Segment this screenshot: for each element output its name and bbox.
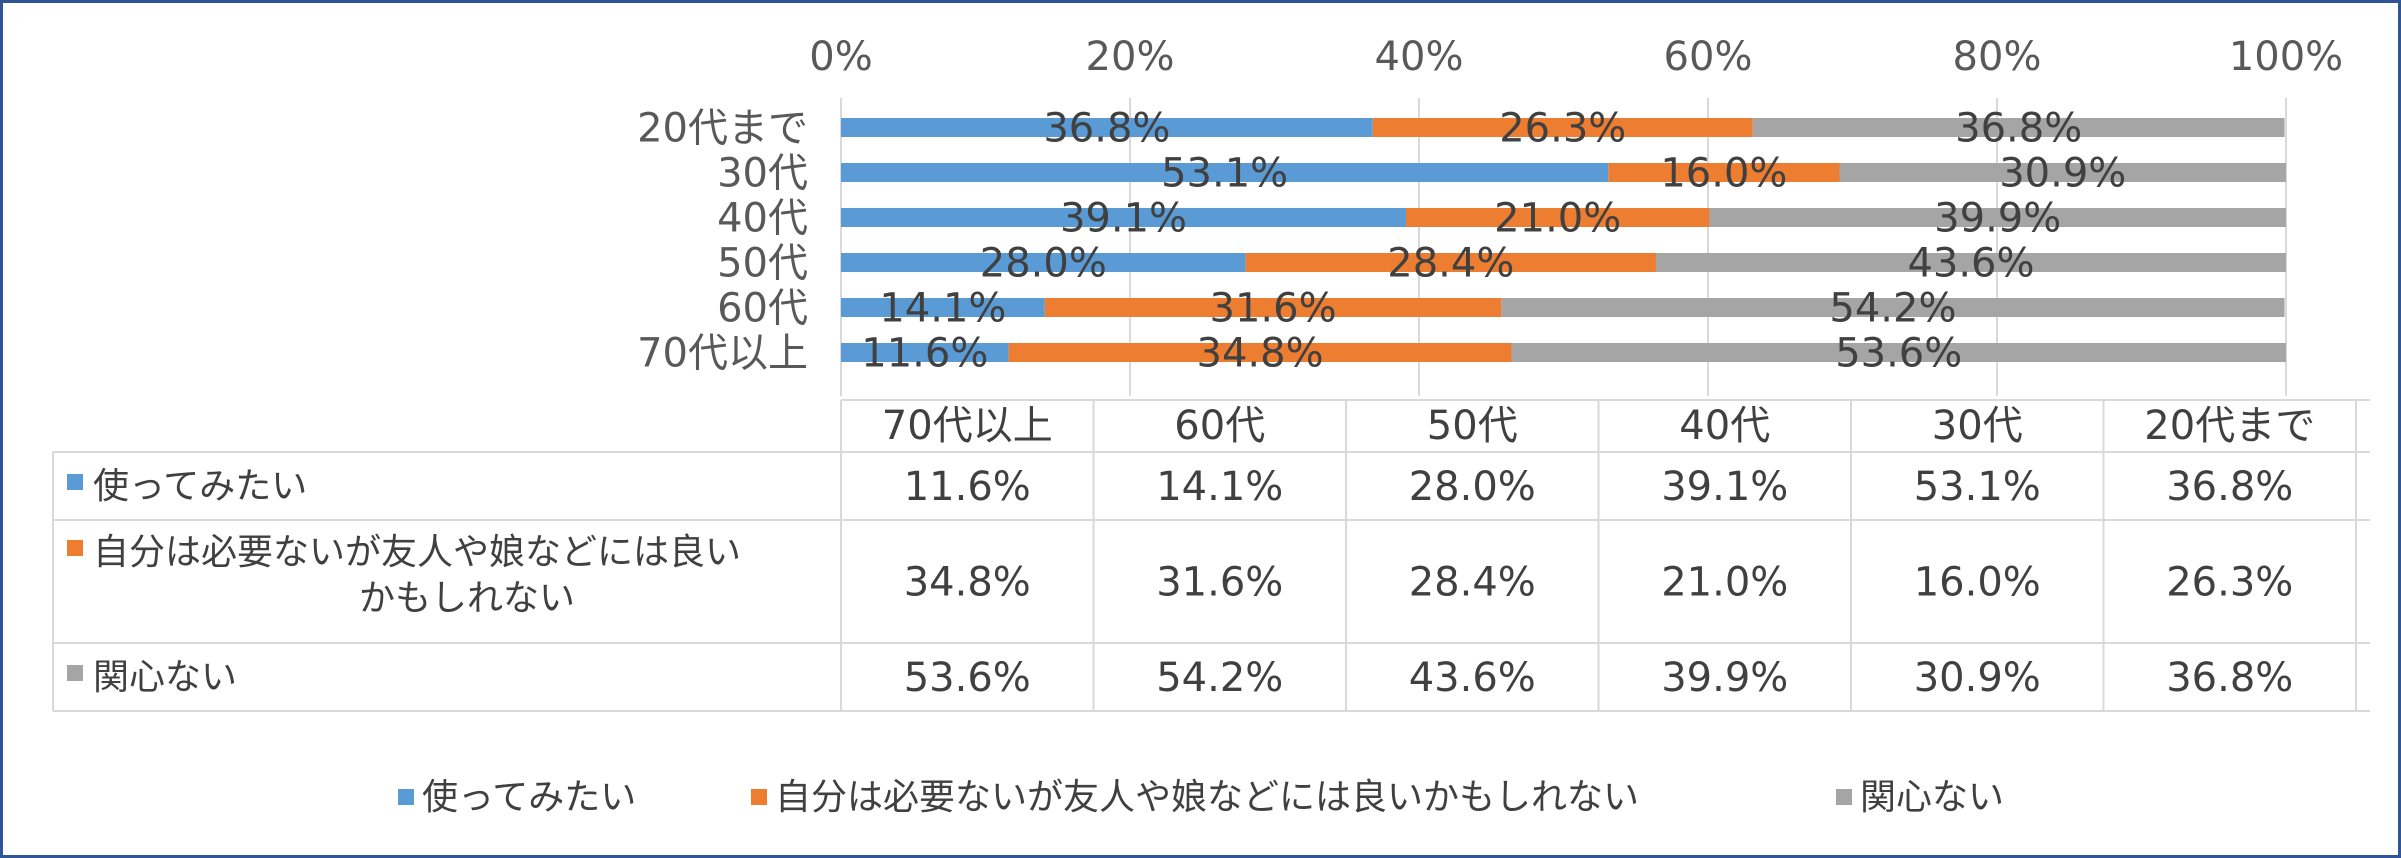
table-cell: 39.1% (1661, 464, 1788, 510)
table-cell: 53.1% (1914, 464, 2041, 510)
legend: 使ってみたい 自分は必要ないが友人や娘などには良いかもしれない 関心ない (398, 777, 2004, 818)
category-label: 20代まで (637, 106, 808, 152)
x-tick-label: 80% (1953, 34, 2042, 80)
x-tick-label: 20% (1086, 34, 1175, 80)
table-column-header: 70代以上 (882, 403, 1053, 449)
bar-segment (1839, 163, 2286, 182)
table-cell: 26.3% (2166, 560, 2293, 606)
table-cell: 43.6% (1409, 655, 1536, 701)
bar-segment (1372, 118, 1753, 137)
table-cell: 14.1% (1156, 464, 1283, 510)
bar-segment (841, 253, 1246, 272)
bar-data-label: 36.8% (1043, 106, 1170, 152)
table-cell: 28.4% (1409, 560, 1536, 606)
legend-swatch (398, 789, 414, 805)
bar-data-label: 31.6% (1210, 286, 1337, 332)
bars (841, 118, 2286, 362)
table-cell: 36.8% (2166, 655, 2293, 701)
category-label: 50代 (717, 241, 808, 287)
category-label: 70代以上 (637, 331, 808, 377)
bar-data-label: 53.1% (1161, 151, 1288, 197)
legend-label: 使ってみたい (422, 777, 636, 818)
bar-segment (1008, 343, 1512, 362)
bar-segment (1709, 208, 2286, 227)
legend-swatch (1836, 789, 1852, 805)
bar-data-labels: 36.8% 26.3% 36.8%53.1% 16.0% 30.9%39.1% 21.0%… (861, 106, 2126, 377)
x-axis-tick-labels: 0% 20% 40% 60% 80% 100% (809, 34, 2343, 80)
table-series-swatch (67, 665, 83, 681)
bar-segment (1752, 118, 2285, 137)
bar-data-label: 21.0% (1494, 196, 1621, 242)
table-column-header: 60代 (1174, 403, 1265, 449)
bar-segment (1655, 253, 2286, 272)
table-cell: 53.6% (904, 655, 1031, 701)
table-row-label: かもしれない (359, 578, 575, 619)
bar-data-label: 54.2% (1829, 286, 1956, 332)
table-row-label: 関心ない (93, 657, 237, 698)
bar-data-label: 53.6% (1835, 331, 1962, 377)
legend-label: 関心ない (1860, 777, 2004, 818)
table-cell: 31.6% (1156, 560, 1283, 606)
bar-segment (1511, 343, 2286, 362)
bar-segment (1044, 298, 1502, 317)
bar-data-label: 39.9% (1934, 196, 2061, 242)
table-column-header: 30代 (1932, 403, 2023, 449)
category-label: 30代 (717, 151, 808, 197)
table-cell: 36.8% (2166, 464, 2293, 510)
bar-data-label: 28.0% (980, 241, 1107, 287)
table-series-swatch (67, 540, 83, 556)
table-row-label: 自分は必要ないが友人や娘などには良い (93, 532, 741, 573)
bar-data-label: 36.8% (1955, 106, 2082, 152)
x-tick-label: 60% (1664, 34, 1753, 80)
table-row-label: 使ってみたい (93, 466, 307, 507)
table-cell: 28.0% (1409, 464, 1536, 510)
table-cell: 54.2% (1156, 655, 1283, 701)
table-cell: 21.0% (1661, 560, 1788, 606)
table-column-header: 50代 (1427, 403, 1518, 449)
stacked-bar-chart: 0% 20% 40% 60% 80% 100% 20代まで30代40代50代60代70代以… (52, 34, 2370, 818)
bar-segment (1245, 253, 1656, 272)
bar-segment (1405, 208, 1710, 227)
bar-data-label: 14.1% (879, 286, 1006, 332)
table-cell: 34.8% (904, 560, 1031, 606)
bar-data-label: 26.3% (1499, 106, 1626, 152)
bar-data-label: 11.6% (861, 331, 988, 377)
bar-segment (841, 298, 1045, 317)
bar-data-label: 28.4% (1387, 241, 1514, 287)
table-series-swatch (67, 474, 83, 490)
bar-segment (841, 208, 1406, 227)
table-cell: 39.9% (1661, 655, 1788, 701)
category-label: 40代 (717, 196, 808, 242)
legend-swatch (751, 789, 767, 805)
table-cell: 16.0% (1914, 560, 2041, 606)
bar-segment (841, 163, 1609, 182)
table-column-header: 20代まで (2144, 403, 2315, 449)
bar-segment (1608, 163, 1840, 182)
bar-segment (841, 343, 1009, 362)
bar-segment (841, 118, 1373, 137)
bar-data-label: 39.1% (1060, 196, 1187, 242)
category-label: 60代 (717, 286, 808, 332)
x-tick-label: 40% (1375, 34, 1464, 80)
x-tick-label: 100% (2229, 34, 2343, 80)
x-tick-label: 0% (809, 34, 872, 80)
table-cell: 30.9% (1914, 655, 2041, 701)
legend-label: 自分は必要ないが友人や娘などには良いかもしれない (775, 777, 1639, 818)
table-cell: 11.6% (904, 464, 1031, 510)
bar-data-label: 30.9% (1999, 151, 2126, 197)
bar-data-label: 43.6% (1907, 241, 2034, 287)
bar-segment (1501, 298, 2285, 317)
bar-data-label: 16.0% (1660, 151, 1787, 197)
table-column-header: 40代 (1679, 403, 1770, 449)
bar-data-label: 34.8% (1197, 331, 1324, 377)
